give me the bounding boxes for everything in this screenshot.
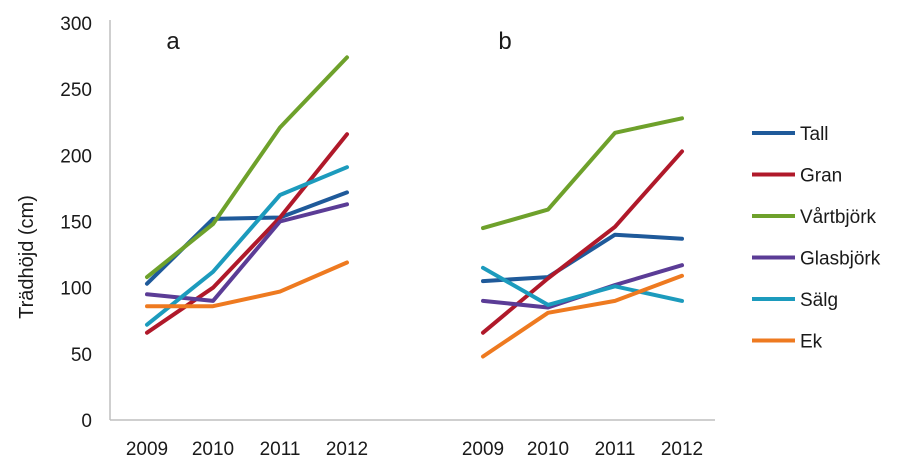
legend-item: Ek xyxy=(752,332,823,353)
legend-item: Gran xyxy=(752,166,842,187)
y-tick-label: 50 xyxy=(71,345,92,366)
y-tick-label: 150 xyxy=(60,213,92,234)
legend-label: Vårtbjörk xyxy=(800,207,877,228)
x-tick-label: 2010 xyxy=(527,439,569,458)
panel-a: a 2009 2010 2011 2012 xyxy=(126,28,368,458)
series-line-tall xyxy=(145,190,349,286)
y-tick-label: 250 xyxy=(60,80,92,101)
legend-item: Glasbjörk xyxy=(752,249,881,270)
y-axis-ticks: 0 50 100 150 200 250 300 xyxy=(60,14,92,432)
legend-label: Tall xyxy=(800,124,829,145)
y-tick-label: 200 xyxy=(60,146,92,167)
legend-label: Gran xyxy=(800,166,842,187)
series-line-gran xyxy=(145,132,349,335)
series-line-tall xyxy=(481,232,684,284)
x-tick-label: 2010 xyxy=(192,439,234,458)
y-tick-label: 300 xyxy=(60,14,92,35)
legend-item: Sälg xyxy=(752,290,838,311)
series-line-vårtbjörk xyxy=(481,116,684,231)
legend-label: Glasbjörk xyxy=(800,249,881,270)
series-line-sälg xyxy=(145,165,349,327)
panel-label: a xyxy=(166,28,180,55)
x-tick-label: 2011 xyxy=(260,439,301,458)
legend: Tall Gran Vårtbjörk Glasbjörk Sälg Ek xyxy=(752,124,881,353)
y-axis-title: Trädhöjd (cm) xyxy=(16,195,38,319)
panel-b: b 2009 2010 2011 2012 xyxy=(462,28,703,458)
series-line-ek xyxy=(145,260,349,309)
y-tick-label: 0 xyxy=(81,411,92,432)
legend-label: Sälg xyxy=(800,290,838,311)
series-line-ek xyxy=(481,273,684,359)
x-tick-label: 2011 xyxy=(595,439,636,458)
chart-panels: a 2009 2010 2011 2012 b 2009 2010 2011 2012 xyxy=(126,28,703,458)
legend-item: Vårtbjörk xyxy=(752,207,877,228)
series-line-sälg xyxy=(481,265,684,307)
panel-label: b xyxy=(498,28,511,55)
x-tick-label: 2012 xyxy=(326,439,368,458)
x-tick-label: 2009 xyxy=(462,439,504,458)
y-tick-label: 100 xyxy=(60,279,92,300)
legend-item: Tall xyxy=(752,124,829,145)
x-tick-label: 2012 xyxy=(661,439,703,458)
series-line-vårtbjörk xyxy=(145,55,349,280)
legend-label: Ek xyxy=(800,332,823,353)
x-tick-label: 2009 xyxy=(126,439,168,458)
